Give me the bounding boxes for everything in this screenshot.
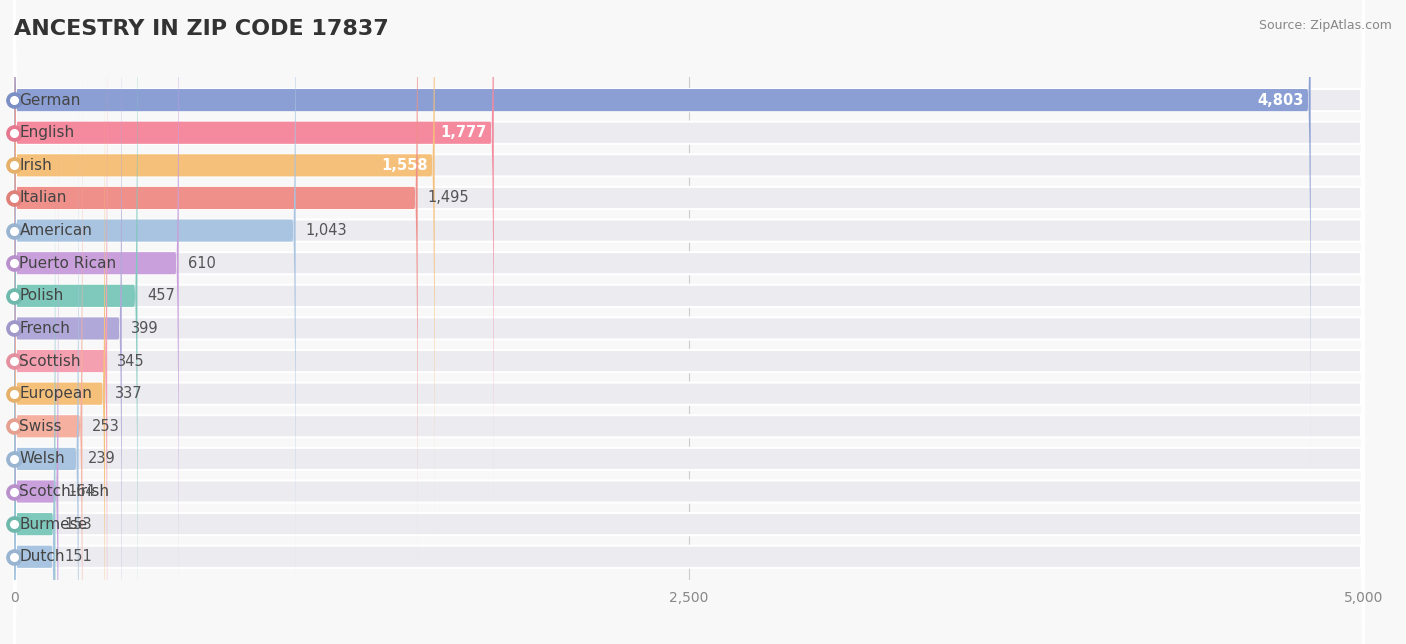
FancyBboxPatch shape [14, 0, 138, 644]
Text: German: German [20, 93, 80, 108]
FancyBboxPatch shape [14, 0, 1364, 644]
Text: Scotch-Irish: Scotch-Irish [20, 484, 110, 499]
FancyBboxPatch shape [14, 0, 1364, 611]
FancyBboxPatch shape [14, 0, 1364, 643]
FancyBboxPatch shape [14, 0, 434, 545]
FancyBboxPatch shape [14, 0, 1364, 644]
Text: 1,495: 1,495 [427, 191, 468, 205]
Text: 610: 610 [188, 256, 217, 270]
Text: 239: 239 [89, 451, 115, 466]
Text: 4,803: 4,803 [1257, 93, 1303, 108]
FancyBboxPatch shape [14, 0, 1364, 480]
FancyBboxPatch shape [14, 176, 55, 644]
Text: French: French [20, 321, 70, 336]
Text: 345: 345 [117, 354, 145, 368]
Text: 399: 399 [131, 321, 159, 336]
FancyBboxPatch shape [14, 144, 55, 644]
Text: Scottish: Scottish [20, 354, 82, 368]
FancyBboxPatch shape [14, 0, 295, 611]
FancyBboxPatch shape [14, 0, 1364, 513]
FancyBboxPatch shape [14, 111, 1364, 644]
Text: Burmese: Burmese [20, 516, 87, 532]
FancyBboxPatch shape [14, 111, 58, 644]
FancyBboxPatch shape [14, 0, 1364, 545]
FancyBboxPatch shape [14, 176, 1364, 644]
FancyBboxPatch shape [14, 144, 1364, 644]
Text: Irish: Irish [20, 158, 52, 173]
Text: 253: 253 [91, 419, 120, 434]
Text: Source: ZipAtlas.com: Source: ZipAtlas.com [1258, 19, 1392, 32]
Text: 151: 151 [65, 549, 91, 564]
Text: Polish: Polish [20, 289, 63, 303]
Text: Dutch: Dutch [20, 549, 65, 564]
Text: ANCESTRY IN ZIP CODE 17837: ANCESTRY IN ZIP CODE 17837 [14, 19, 389, 39]
Text: 1,043: 1,043 [305, 223, 347, 238]
FancyBboxPatch shape [14, 0, 122, 644]
FancyBboxPatch shape [14, 0, 418, 578]
Text: American: American [20, 223, 93, 238]
FancyBboxPatch shape [14, 0, 179, 643]
Text: Puerto Rican: Puerto Rican [20, 256, 117, 270]
FancyBboxPatch shape [14, 46, 83, 644]
Text: 164: 164 [67, 484, 96, 499]
Text: English: English [20, 125, 75, 140]
FancyBboxPatch shape [14, 79, 1364, 644]
FancyBboxPatch shape [14, 79, 79, 644]
Text: 457: 457 [146, 289, 174, 303]
Text: European: European [20, 386, 93, 401]
FancyBboxPatch shape [14, 0, 1364, 644]
Text: 153: 153 [65, 516, 93, 532]
FancyBboxPatch shape [14, 0, 107, 644]
FancyBboxPatch shape [14, 0, 494, 513]
Text: 1,558: 1,558 [381, 158, 427, 173]
Text: Welsh: Welsh [20, 451, 65, 466]
FancyBboxPatch shape [14, 0, 1310, 480]
FancyBboxPatch shape [14, 14, 105, 644]
Text: Swiss: Swiss [20, 419, 62, 434]
Text: 337: 337 [114, 386, 142, 401]
FancyBboxPatch shape [14, 0, 1364, 578]
FancyBboxPatch shape [14, 46, 1364, 644]
FancyBboxPatch shape [14, 14, 1364, 644]
Text: Italian: Italian [20, 191, 67, 205]
Text: 1,777: 1,777 [440, 125, 486, 140]
